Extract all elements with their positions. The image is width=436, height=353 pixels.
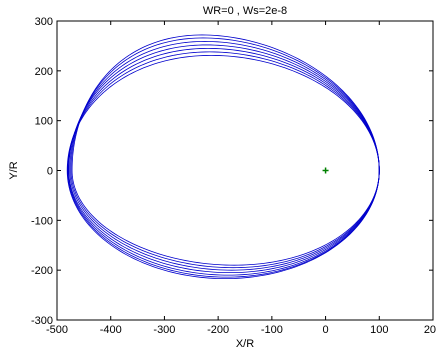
y-tick-label: -300: [31, 315, 53, 327]
x-tick-label: -400: [100, 324, 122, 336]
orbit-line: [68, 44, 380, 274]
center-marker: [322, 167, 329, 174]
plot-frame: [56, 20, 434, 321]
chart-title: WR=0 , Ws=2e-8: [203, 5, 287, 17]
y-tick-label: 200: [35, 66, 53, 78]
x-tick-label: -100: [261, 324, 283, 336]
x-tick-label: -500: [46, 324, 68, 336]
orbit-line: [71, 34, 380, 266]
y-tick-label: 100: [35, 116, 53, 128]
y-tick-label: 300: [35, 16, 53, 28]
y-tick-label: 0: [47, 166, 53, 178]
orbit-line: [69, 41, 380, 271]
axis-ticks: -500 -400 -300 -200 -100 0 100 200 300 200 100 0 -10…: [31, 16, 436, 336]
markers: [322, 167, 329, 174]
y-tick-label: -100: [31, 215, 53, 227]
x-tick-label: 0: [323, 324, 329, 336]
x-tick-label: -300: [153, 324, 175, 336]
y-axis-label: Y/R: [8, 161, 20, 179]
y-tick-label: -200: [31, 265, 53, 277]
x-tick-label: 200: [424, 324, 436, 336]
x-tick-label: 100: [370, 324, 388, 336]
orbit-line: [67, 51, 380, 278]
orbit-line: [70, 37, 380, 269]
x-axis-label: X/R: [236, 338, 254, 350]
orbit-paths: [66, 34, 380, 280]
orbit-line: [66, 54, 380, 280]
orbit-line: [67, 48, 380, 276]
x-tick-label: -200: [207, 324, 229, 336]
